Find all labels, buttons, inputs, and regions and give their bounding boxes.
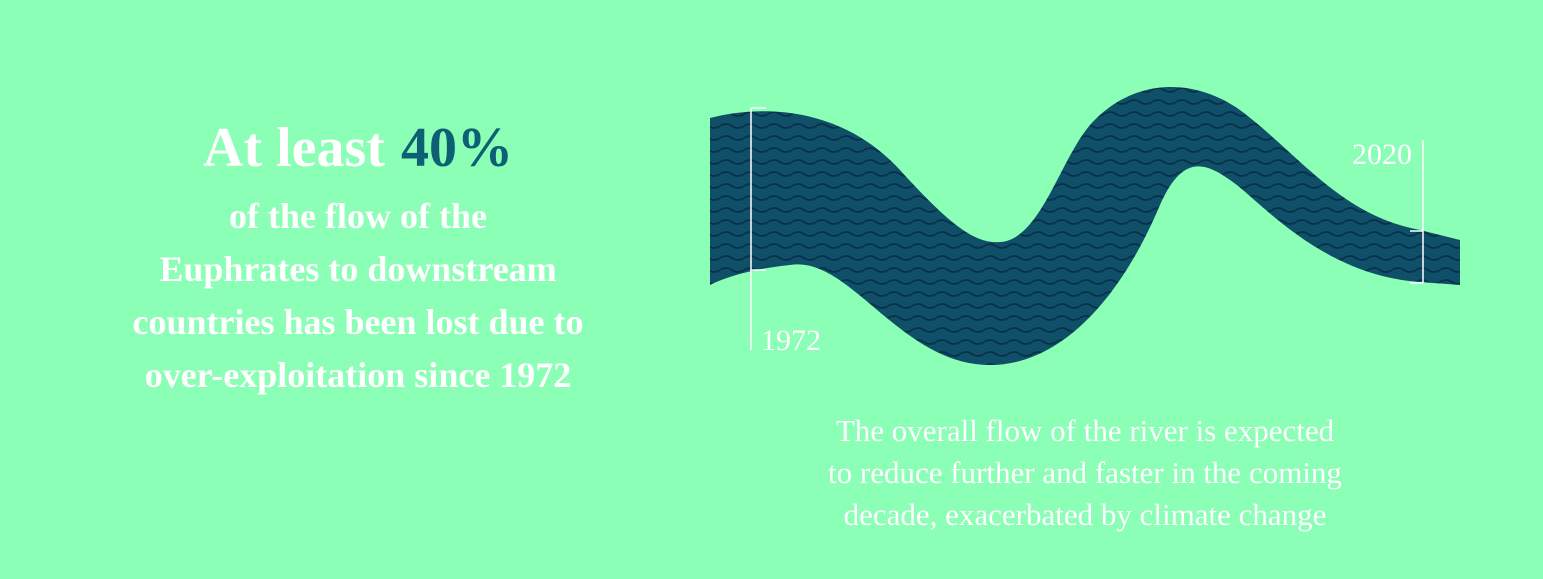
headline-line: countries has been lost due to (132, 302, 583, 342)
headline-highlight: 40% (401, 117, 513, 179)
end-label: 2020 (1352, 138, 1412, 171)
caption-line: decade, exacerbated by climate change (844, 497, 1327, 532)
headline-line: Euphrates to downstream (159, 249, 556, 289)
start-bracket (750, 107, 766, 350)
headline: At least 40% (203, 117, 513, 179)
headline-line: of the flow of the (229, 196, 487, 236)
headline-line: over-exploitation since 1972 (145, 355, 572, 395)
river-shape (710, 87, 1460, 365)
headline-lead: At least (203, 117, 385, 179)
caption-line: The overall flow of the river is expecte… (836, 413, 1335, 448)
caption-line: to reduce further and faster in the comi… (828, 455, 1342, 490)
end-bracket (1410, 140, 1424, 284)
start-label: 1972 (761, 324, 821, 357)
